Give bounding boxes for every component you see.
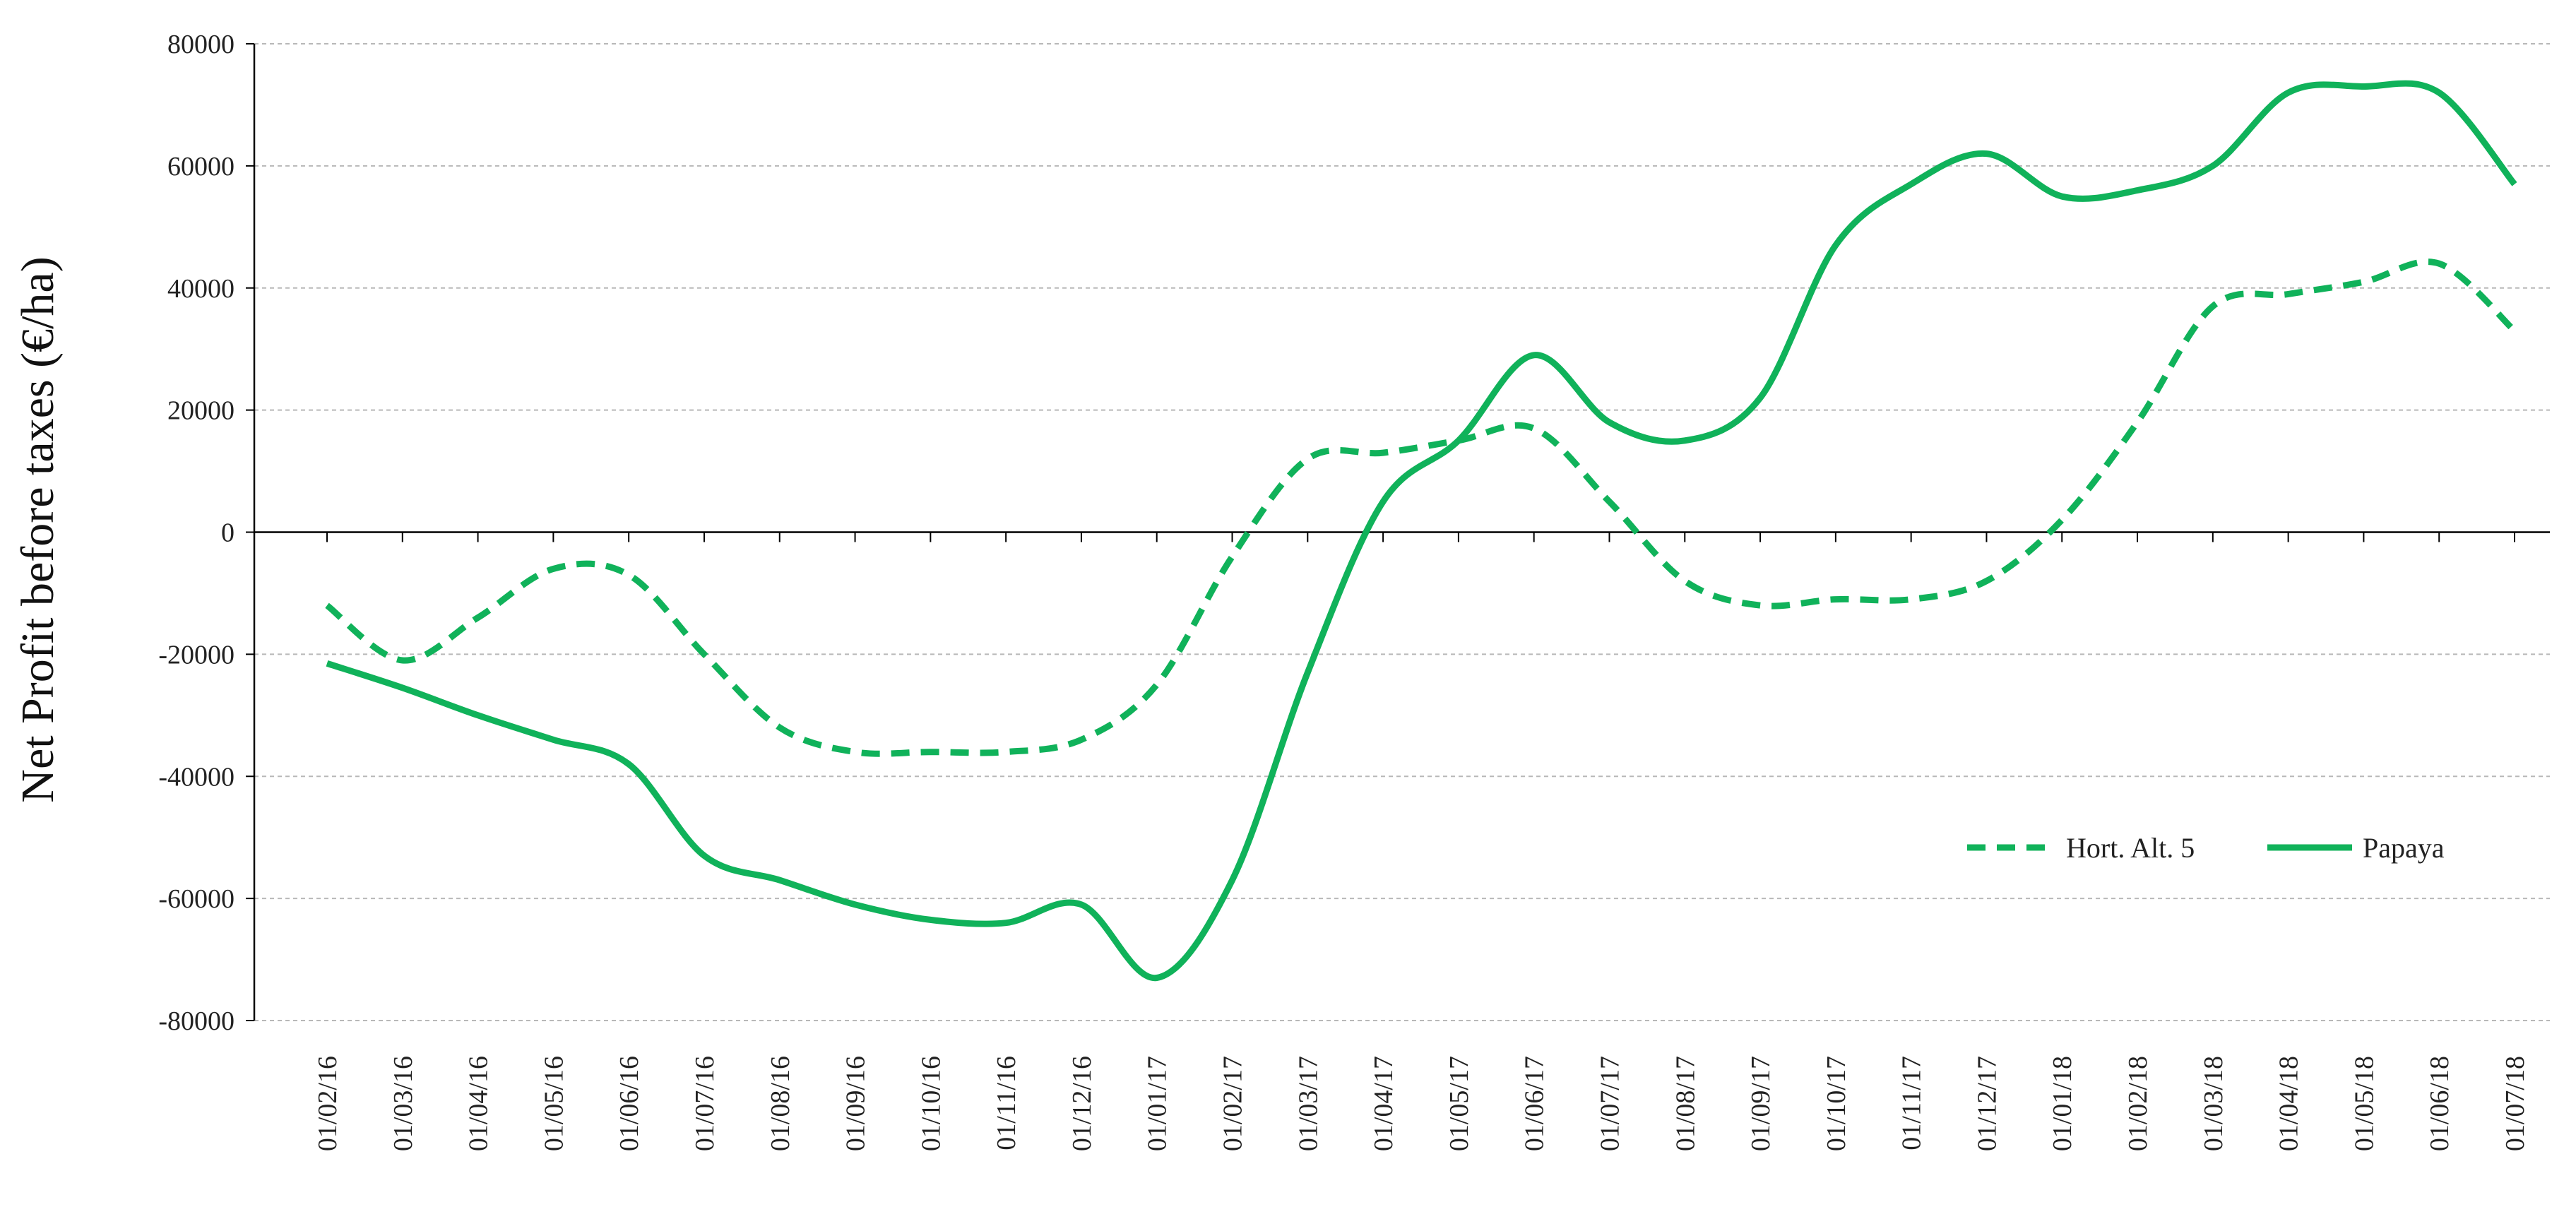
x-tick-labels: 01/02/16 01/03/16 01/04/16 01/05/16 01/06/16…: [313, 1056, 2530, 1151]
series-line-hort-alt-5: [325, 258, 2517, 757]
x-tick-label: 01/07/18: [2500, 1056, 2530, 1151]
legend-label-hort-alt-5: Hort. Alt. 5: [2066, 832, 2195, 864]
x-tick-label: 01/06/17: [1520, 1056, 1550, 1151]
axes: [246, 43, 2550, 1021]
x-tick-label: 01/11/16: [992, 1056, 1021, 1150]
y-tick-label: -80000: [158, 1006, 235, 1036]
y-tick-label: -40000: [158, 762, 235, 792]
y-tick-labels: 80000 60000 40000 20000 0 -20000 -40000 -60000 -…: [158, 30, 235, 1036]
x-tick-label: 01/12/17: [1972, 1056, 2002, 1151]
y-tick-label: 20000: [167, 396, 235, 426]
x-tick-label: 01/09/17: [1746, 1056, 1776, 1151]
x-tick-label: 01/07/16: [690, 1056, 720, 1151]
x-tick-label: 01/03/18: [2199, 1056, 2228, 1151]
x-tick-label: 01/02/18: [2123, 1056, 2153, 1151]
y-tick-label: 0: [221, 518, 235, 548]
x-tick-label: 01/09/16: [841, 1056, 871, 1151]
x-tick-label: 01/05/18: [2349, 1056, 2379, 1151]
x-tick-label: 01/05/17: [1444, 1056, 1474, 1151]
x-tick-label: 01/02/16: [313, 1056, 343, 1151]
x-tick-label: 01/02/17: [1218, 1056, 1248, 1151]
y-tick-label: 40000: [167, 274, 235, 304]
series-line-papaya: [326, 80, 2517, 982]
x-tick-label: 01/04/16: [464, 1056, 494, 1151]
y-axis-title: Net Profit before taxes (€/ha): [12, 256, 64, 802]
x-tick-label: 01/10/16: [916, 1056, 946, 1151]
y-tick-label: 60000: [167, 152, 235, 182]
x-tick-label: 01/10/17: [1822, 1056, 1851, 1151]
x-tick-label: 01/03/17: [1293, 1056, 1323, 1151]
x-tick-label: 01/07/17: [1595, 1056, 1625, 1151]
x-tick-label: 01/08/17: [1670, 1056, 1700, 1151]
x-tick-label: 01/05/16: [539, 1056, 569, 1151]
x-tick-label: 01/08/16: [766, 1056, 795, 1151]
gridlines: [254, 43, 2550, 1021]
legend-label-papaya: Papaya: [2363, 832, 2445, 864]
x-tick-label: 01/06/18: [2425, 1056, 2455, 1151]
x-tick-label: 01/04/17: [1369, 1056, 1399, 1151]
series-lines: [325, 80, 2517, 982]
y-tick-label: -20000: [158, 640, 235, 670]
x-tick-label: 01/04/18: [2274, 1056, 2304, 1151]
legend: Hort. Alt. 5 Papaya: [1967, 832, 2445, 864]
x-tick-label: 01/11/17: [1897, 1056, 1927, 1150]
x-tick-label: 01/01/17: [1143, 1056, 1173, 1151]
x-tick-label: 01/03/16: [388, 1056, 418, 1151]
x-tick-label: 01/06/16: [615, 1056, 644, 1151]
y-tick-label: -60000: [158, 884, 235, 914]
x-tick-label: 01/01/18: [2048, 1056, 2077, 1151]
x-tick-label: 01/12/16: [1067, 1056, 1097, 1151]
y-tick-label: 80000: [167, 30, 235, 59]
